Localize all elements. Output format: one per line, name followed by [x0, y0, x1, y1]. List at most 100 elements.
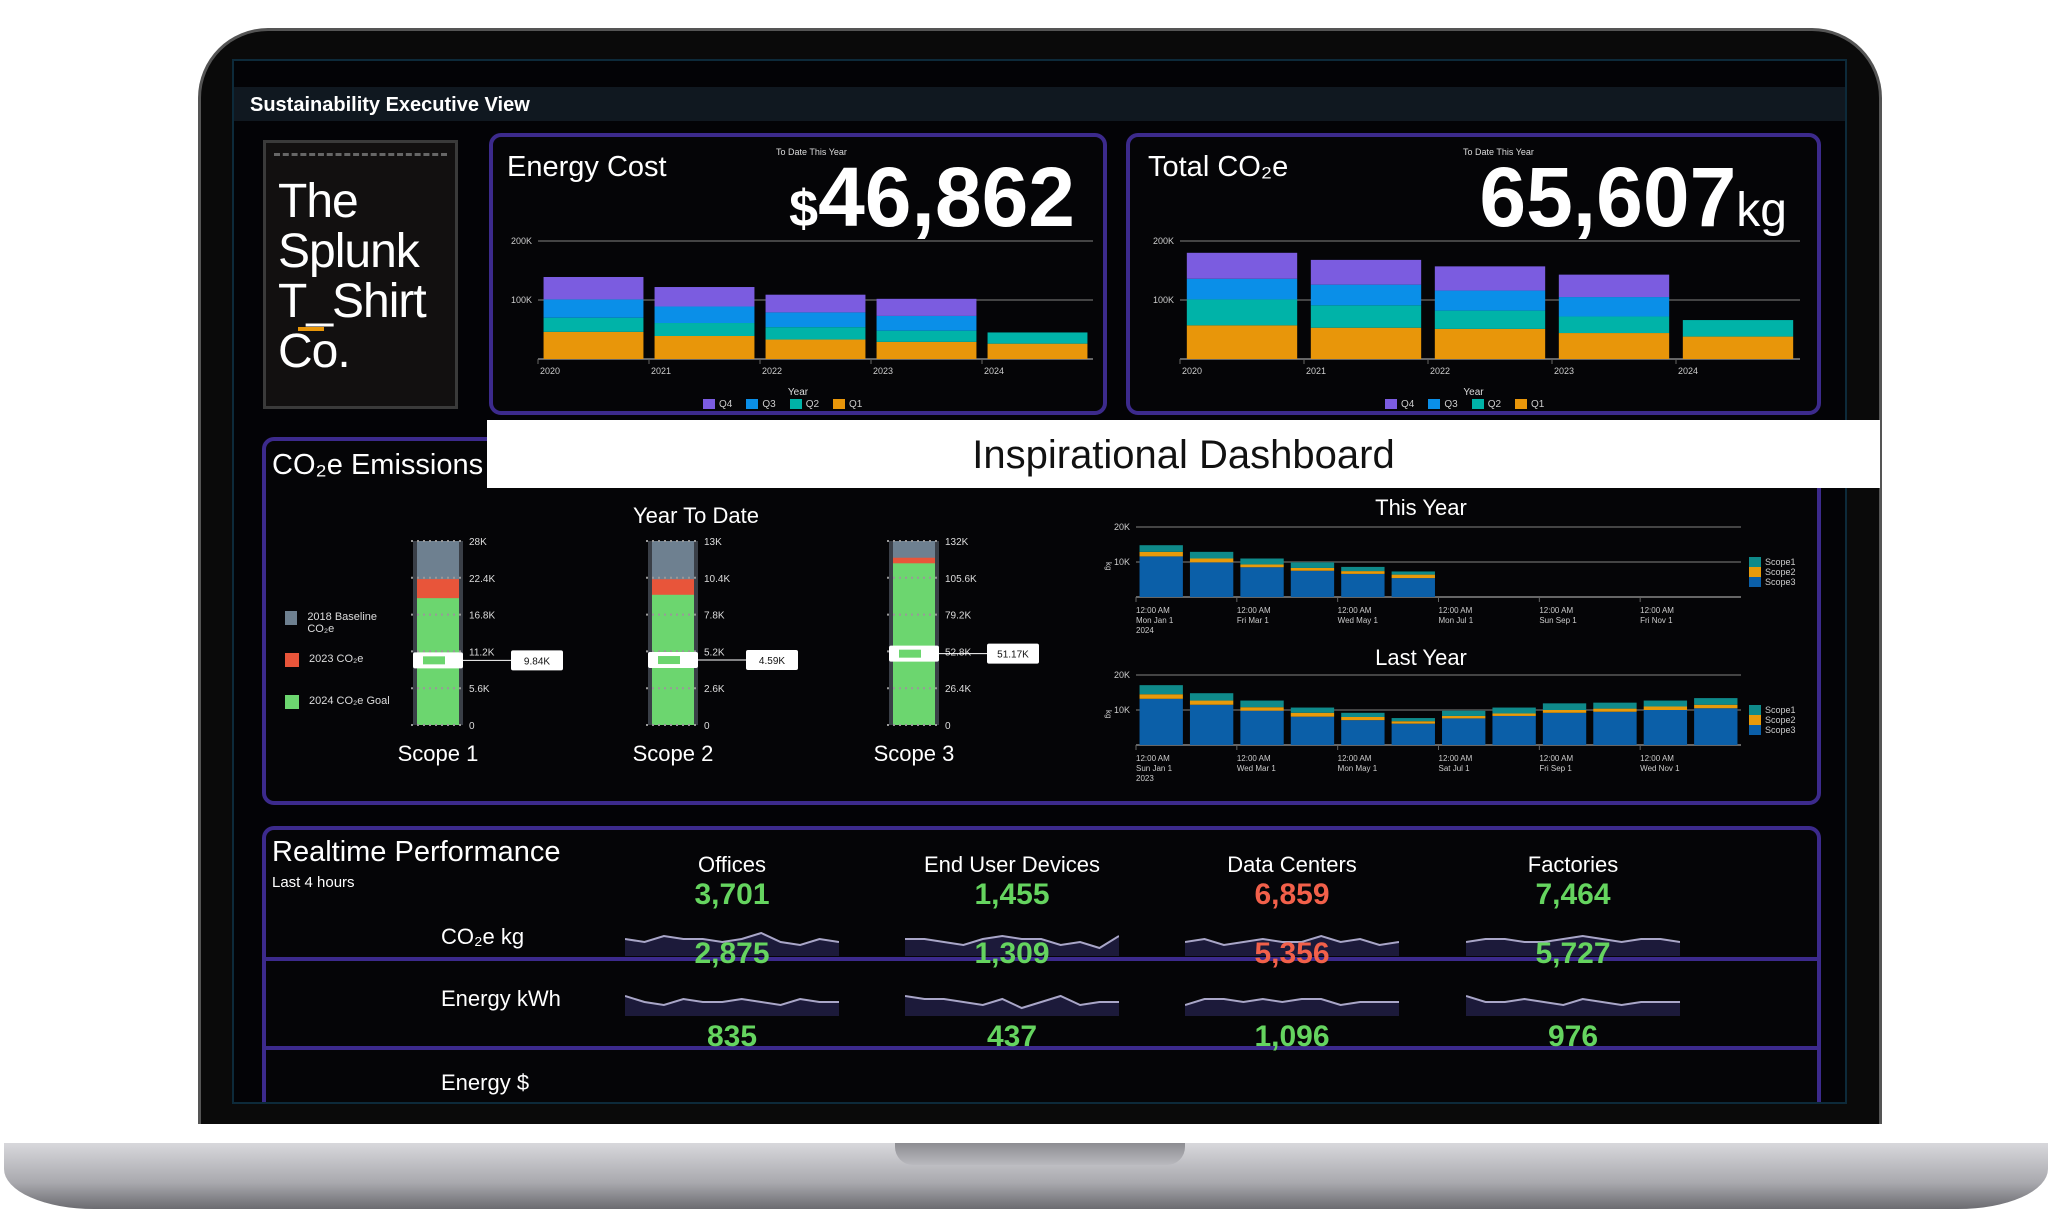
- legend-label: 2024 CO₂e Goal: [309, 695, 390, 707]
- legend-label: Scope3: [1765, 725, 1796, 735]
- total-co2-panel: Total CO₂e To Date This Year 65,607kg 10…: [1126, 133, 1821, 415]
- legend-swatch: [1749, 725, 1761, 735]
- legend-label: Scope1: [1765, 557, 1796, 567]
- gauge-tick-label: 0: [945, 721, 951, 732]
- bar-segment-scope1: [1240, 700, 1284, 708]
- y-tick-label: 20K: [1114, 522, 1130, 532]
- bar-segment-scope3: [1442, 718, 1486, 745]
- x-tick-label: 12:00 AM: [1237, 606, 1271, 615]
- energy-cost-chart: 100K 200K 2020 2021 2022 2023 2024: [511, 236, 1093, 376]
- current-marker-swatch: [658, 656, 680, 665]
- gauge-tick-label: 105.6K: [945, 574, 977, 585]
- legend-swatch: [833, 399, 846, 410]
- bar-segment-q2: [765, 327, 866, 340]
- total-co2-value: 65,607: [1479, 150, 1737, 244]
- banner-text: Inspirational Dashboard: [972, 433, 1395, 477]
- gauge-tick-label: 22.4K: [469, 574, 495, 585]
- scope-label: Scope 2: [633, 741, 714, 766]
- x-tick-label: Wed Nov 1: [1640, 764, 1680, 773]
- x-tick-label: 12:00 AM: [1539, 754, 1573, 763]
- y-tick-label: 100K: [1153, 295, 1174, 305]
- legend-label: Scope3: [1765, 577, 1796, 587]
- x-tick-label: 2023: [1136, 774, 1154, 783]
- legend-swatch: [1515, 399, 1528, 410]
- ytd-title: Year To Date: [633, 503, 759, 528]
- row-label: Energy kWh: [441, 986, 561, 1011]
- legend-swatch: [1749, 557, 1761, 567]
- legend-item: Q4: [703, 399, 732, 410]
- bar-segment-scope3: [1139, 698, 1183, 745]
- bar-segment-scope2: [1139, 551, 1183, 557]
- metric-value: 1,096: [1254, 1020, 1330, 1053]
- scope-label: Scope 3: [874, 741, 955, 766]
- bar-segment-scope2: [1341, 717, 1385, 721]
- bar-segment-scope1: [1189, 551, 1234, 559]
- y-axis-label: kg: [1104, 710, 1113, 718]
- scope-gauges: 0 5.6K 11.2K 16.8K 22.4K 28K 9.84K Scope 1 0 2.6K…: [398, 537, 1039, 766]
- bar-segment-scope3: [1593, 711, 1637, 745]
- legend-label: Q4: [719, 399, 733, 410]
- bar-segment-q1: [987, 343, 1088, 359]
- x-axis-label: Year: [1463, 387, 1484, 398]
- bar-segment-q1: [1186, 325, 1298, 359]
- x-tick-label: 2024: [984, 366, 1004, 376]
- gauge-tick-label: 52.8K: [945, 647, 971, 658]
- x-tick-label: 2020: [1182, 366, 1202, 376]
- bar-segment-q4: [1558, 274, 1670, 298]
- x-tick-label: Sun Jan 1: [1136, 764, 1173, 773]
- legend-label: Q1: [849, 399, 863, 410]
- bar-segment-scope3: [1240, 567, 1284, 597]
- bar-segment-q3: [1558, 297, 1670, 317]
- row-divider: [266, 1046, 1817, 1050]
- dashboard-title: Sustainability Executive View: [250, 94, 530, 116]
- bar-segment-scope3: [1290, 716, 1335, 745]
- realtime-performance-panel: Realtime Performance Last 4 hours Office…: [262, 826, 1821, 1102]
- gauge-tick-label: 5.2K: [704, 647, 725, 658]
- x-tick-label: 2023: [873, 366, 893, 376]
- legend-label: 2023 CO₂e: [309, 653, 364, 665]
- y-tick-label: 200K: [1153, 236, 1174, 246]
- chart-legend: Q4 Q3 Q2 Q1: [1385, 399, 1544, 410]
- y-axis-label: kg: [1104, 562, 1113, 570]
- sparkline: [1185, 997, 1399, 1016]
- column-header: Data Centers: [1227, 852, 1357, 877]
- bar-segment-q1: [1434, 328, 1546, 359]
- metric-value: 5,356: [1254, 937, 1330, 970]
- x-tick-label: 2020: [540, 366, 560, 376]
- gauge-tick-label: 13K: [704, 537, 722, 548]
- x-tick-label: 2024: [1678, 366, 1698, 376]
- energy-cost-value: 46,862: [818, 150, 1075, 244]
- bar-segment-q2: [1682, 320, 1794, 337]
- legend-label: Q3: [1444, 399, 1458, 410]
- y-tick-label: 20K: [1114, 670, 1130, 680]
- legend-item: Q1: [1515, 399, 1544, 410]
- metric-value: 1,309: [974, 937, 1050, 970]
- bar-segment-scope1: [1542, 703, 1587, 710]
- x-tick-label: 2023: [1554, 366, 1574, 376]
- bar-segment-scope1: [1290, 707, 1335, 713]
- x-tick-label: 2021: [1306, 366, 1326, 376]
- bar-segment-q4: [1434, 266, 1546, 291]
- current-value-box: [511, 650, 563, 671]
- bar-segment-scope1: [1492, 707, 1536, 714]
- legend-label: Q3: [762, 399, 776, 410]
- legend-swatch: [703, 399, 715, 410]
- current-value-label: 51.17K: [997, 650, 1029, 661]
- bar-segment-scope2: [1391, 721, 1435, 724]
- bar-segment-scope3: [1189, 562, 1234, 597]
- bar-segment-scope2: [1139, 694, 1183, 699]
- bar-segment-q4: [765, 294, 866, 313]
- gauge-tick-label: 26.4K: [945, 684, 971, 695]
- legend-swatch: [1385, 399, 1397, 410]
- bar-segment-scope2: [1240, 564, 1284, 568]
- legend-label: Scope1: [1765, 705, 1796, 715]
- metric-value: 976: [1547, 1020, 1599, 1053]
- dashboard-screen: Sustainability Executive View The Splunk…: [232, 59, 1847, 1104]
- legend-item: Q1: [833, 399, 862, 410]
- bar-segment-q3: [1310, 284, 1422, 306]
- bar-segment-scope3: [1643, 710, 1688, 745]
- x-tick-label: 12:00 AM: [1640, 606, 1674, 615]
- gauge-tick-label: 0: [469, 721, 475, 732]
- chart-legend: Q4 Q3 Q2 Q1: [703, 399, 862, 410]
